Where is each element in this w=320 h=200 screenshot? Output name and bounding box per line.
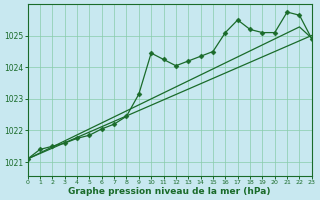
X-axis label: Graphe pression niveau de la mer (hPa): Graphe pression niveau de la mer (hPa) [68,187,271,196]
